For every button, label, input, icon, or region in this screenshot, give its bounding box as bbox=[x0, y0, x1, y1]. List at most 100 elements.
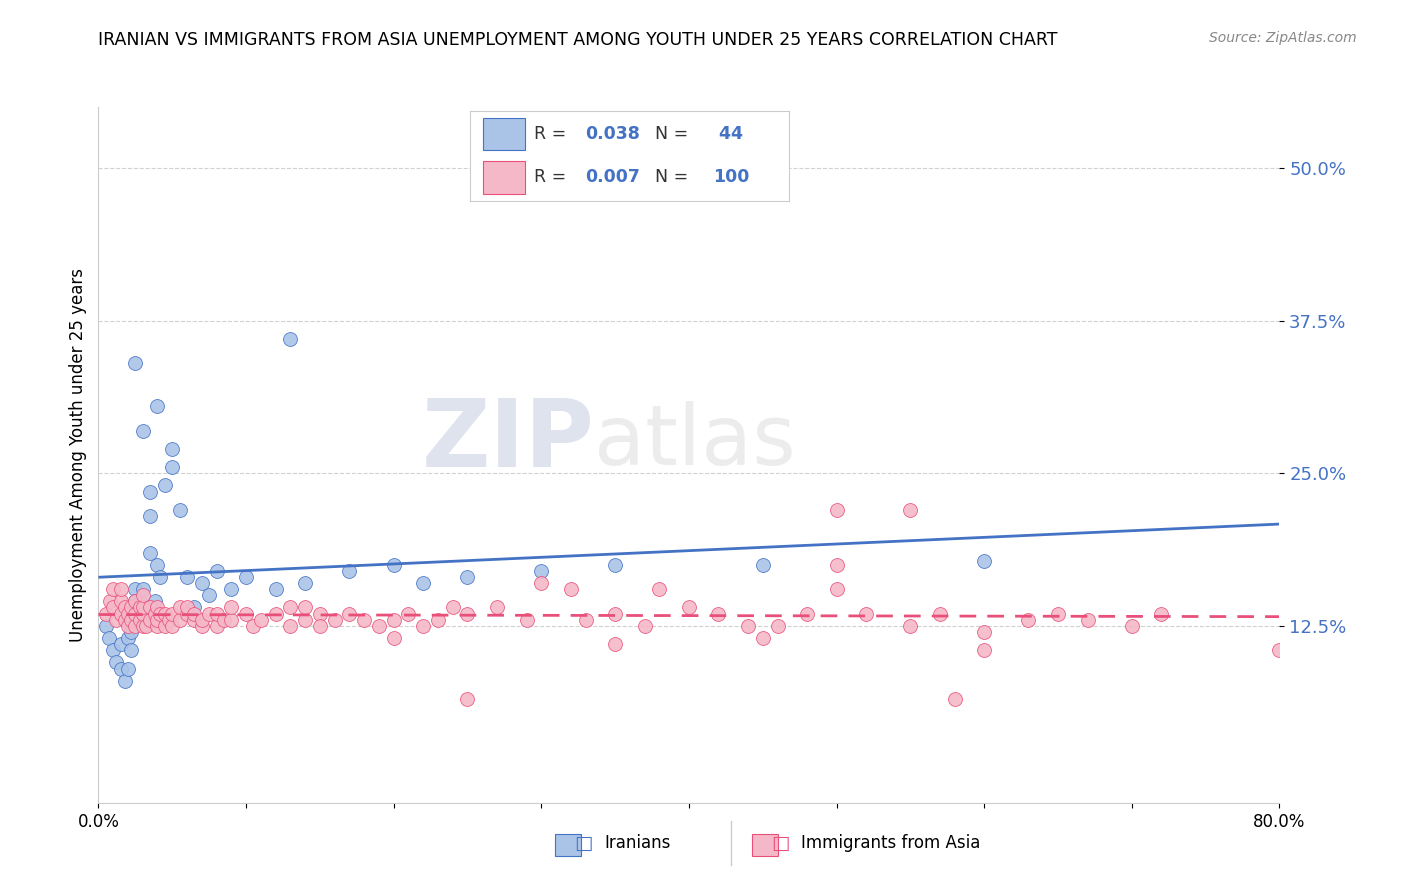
Text: IRANIAN VS IMMIGRANTS FROM ASIA UNEMPLOYMENT AMONG YOUTH UNDER 25 YEARS CORRELAT: IRANIAN VS IMMIGRANTS FROM ASIA UNEMPLOY… bbox=[98, 31, 1057, 49]
Point bbox=[139, 613, 162, 627]
Point bbox=[382, 613, 405, 627]
Point bbox=[1017, 613, 1039, 627]
Point bbox=[128, 594, 150, 608]
Point bbox=[560, 582, 582, 597]
Point bbox=[143, 594, 166, 608]
Point bbox=[183, 607, 205, 621]
Point bbox=[973, 643, 995, 657]
Point bbox=[162, 442, 183, 456]
Point bbox=[825, 503, 848, 517]
Point bbox=[176, 600, 198, 615]
Point bbox=[139, 484, 162, 499]
Point bbox=[530, 564, 553, 578]
Point bbox=[124, 582, 146, 597]
Point bbox=[751, 558, 773, 572]
Point bbox=[114, 613, 136, 627]
Point bbox=[128, 600, 150, 615]
Point bbox=[205, 564, 228, 578]
Point bbox=[153, 478, 176, 492]
Text: ZIP: ZIP bbox=[422, 395, 595, 487]
Point bbox=[162, 607, 183, 621]
Point bbox=[1121, 619, 1143, 633]
Point bbox=[94, 607, 117, 621]
Point bbox=[146, 613, 169, 627]
Point bbox=[139, 508, 162, 523]
Point bbox=[515, 613, 537, 627]
Point bbox=[124, 607, 146, 621]
Point bbox=[294, 600, 316, 615]
Point bbox=[120, 600, 142, 615]
Point bbox=[309, 607, 332, 621]
Point bbox=[456, 607, 478, 621]
Point bbox=[456, 692, 478, 706]
Point bbox=[353, 613, 375, 627]
Point bbox=[117, 619, 139, 633]
Point bbox=[176, 607, 198, 621]
Point bbox=[264, 607, 287, 621]
Point bbox=[149, 607, 172, 621]
Text: □: □ bbox=[574, 833, 593, 853]
Point bbox=[278, 619, 302, 633]
Point bbox=[441, 600, 464, 615]
Point bbox=[153, 607, 176, 621]
Point bbox=[183, 600, 205, 615]
Point bbox=[110, 582, 132, 597]
Point bbox=[751, 631, 773, 645]
Point bbox=[105, 613, 128, 627]
Point bbox=[486, 600, 509, 615]
Point bbox=[396, 607, 419, 621]
Point bbox=[825, 582, 848, 597]
Point bbox=[605, 558, 627, 572]
Point bbox=[294, 613, 316, 627]
Point bbox=[633, 619, 655, 633]
Text: □: □ bbox=[770, 833, 790, 853]
Point bbox=[128, 613, 150, 627]
Point bbox=[124, 607, 146, 621]
Point bbox=[219, 600, 242, 615]
Point bbox=[212, 613, 235, 627]
Point bbox=[337, 607, 360, 621]
Point bbox=[139, 545, 162, 559]
Point bbox=[117, 661, 139, 675]
Point bbox=[242, 619, 264, 633]
Point bbox=[103, 643, 125, 657]
Point bbox=[928, 607, 950, 621]
Point bbox=[900, 503, 922, 517]
Point bbox=[294, 576, 316, 591]
Point bbox=[219, 613, 242, 627]
Point bbox=[605, 607, 627, 621]
Point bbox=[205, 619, 228, 633]
Point bbox=[110, 637, 132, 651]
Point bbox=[146, 619, 169, 633]
Point bbox=[605, 637, 627, 651]
Point bbox=[146, 558, 169, 572]
Text: Immigrants from Asia: Immigrants from Asia bbox=[801, 834, 981, 852]
Point bbox=[235, 607, 257, 621]
Point bbox=[309, 619, 332, 633]
Point bbox=[139, 600, 162, 615]
Point bbox=[382, 631, 405, 645]
Point bbox=[1150, 607, 1173, 621]
Point bbox=[574, 613, 596, 627]
Point bbox=[132, 588, 155, 602]
Point bbox=[132, 619, 155, 633]
Point bbox=[103, 600, 125, 615]
Point bbox=[412, 619, 434, 633]
Point bbox=[235, 570, 257, 584]
Point bbox=[176, 570, 198, 584]
Point bbox=[135, 619, 157, 633]
Point bbox=[766, 619, 789, 633]
Point bbox=[198, 588, 221, 602]
Point bbox=[707, 607, 730, 621]
Point bbox=[124, 356, 146, 370]
Point bbox=[191, 613, 214, 627]
Point bbox=[169, 613, 191, 627]
Point bbox=[110, 607, 132, 621]
Point bbox=[153, 619, 176, 633]
Point bbox=[337, 564, 360, 578]
Point bbox=[1077, 613, 1099, 627]
Point bbox=[132, 424, 155, 438]
Point bbox=[191, 576, 214, 591]
Point bbox=[368, 619, 391, 633]
Point bbox=[250, 613, 273, 627]
